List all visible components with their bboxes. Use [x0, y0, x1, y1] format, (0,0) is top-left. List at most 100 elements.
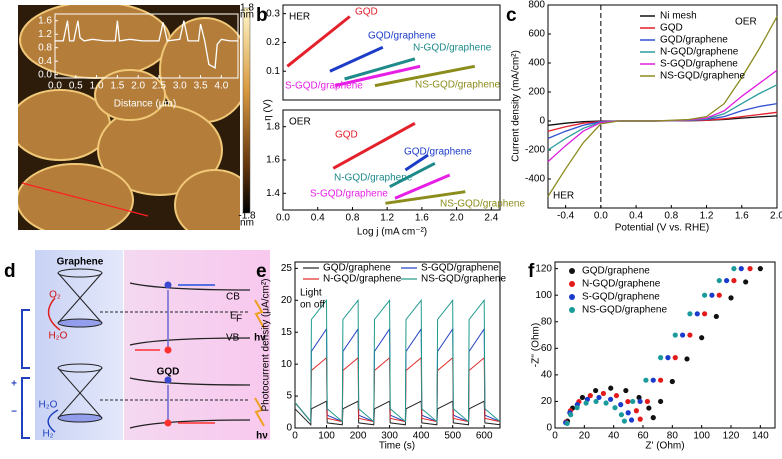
x-tick-label: 0 — [552, 431, 558, 442]
series-label: S-GQD/graphene — [310, 189, 388, 200]
data-point — [574, 405, 580, 411]
legend-label: NS-GQD/graphene — [421, 274, 506, 285]
graphene-region — [35, 250, 123, 440]
x-tick-label: 300 — [381, 431, 398, 442]
diagram-label: − — [11, 407, 17, 418]
data-point — [646, 405, 652, 411]
data-point — [568, 412, 574, 418]
chart-title: HER — [289, 12, 310, 23]
colorbar — [242, 7, 251, 214]
x-tick-label: 0.8 — [664, 211, 678, 222]
plot-frame — [554, 261, 776, 429]
legend-label: NS-GQD/graphene — [660, 71, 745, 82]
data-line — [294, 327, 501, 423]
panel-label: b — [256, 5, 268, 26]
annotation: OER — [735, 17, 757, 28]
legend-label: N-GQD/graphene — [323, 274, 402, 285]
data-point — [625, 398, 631, 405]
y-tick-label: 800 — [528, 0, 545, 11]
y-tick-label: 0.4 — [38, 56, 52, 67]
x-axis-label: Time (s) — [379, 441, 415, 452]
colorbar-unit: nm — [240, 10, 254, 21]
data-point — [612, 405, 618, 411]
plot-frame — [54, 13, 239, 79]
panel-label: c — [506, 5, 517, 26]
data-point — [613, 392, 620, 399]
legend-label: GQD — [660, 23, 683, 34]
data-point — [583, 400, 589, 406]
y-tick-label: 600 — [528, 29, 545, 40]
data-point — [637, 398, 643, 405]
x-tick-label: -0.4 — [557, 211, 575, 222]
data-point — [699, 335, 705, 341]
data-line — [286, 15, 351, 68]
data-line — [294, 356, 501, 423]
y-tick-label: 100 — [535, 290, 552, 301]
y-tick-label: 400 — [528, 58, 545, 69]
x-tick-label: 1.6 — [735, 211, 749, 222]
legend-label: Ni mesh — [660, 11, 697, 22]
data-point — [593, 387, 599, 394]
data-line — [332, 121, 416, 170]
light-bolt — [254, 397, 265, 427]
diagram-label: O₂ — [49, 290, 61, 301]
x-tick-label: 0.5 — [69, 81, 83, 92]
data-point — [623, 387, 629, 394]
data-point — [687, 311, 693, 317]
legend-swatch — [569, 268, 575, 274]
y-tick-label: 60 — [541, 343, 553, 354]
y-axis-label: Current density (mA/cm²) — [511, 50, 522, 162]
y-tick-label: 0.8 — [38, 42, 52, 53]
data-point — [747, 266, 753, 272]
legend-swatch — [569, 281, 575, 287]
y-tick-label: 120 — [535, 263, 552, 274]
y-tick-label: 1.6 — [266, 155, 280, 166]
y-tick-label: 20 — [281, 295, 293, 306]
x-tick-label: 140 — [752, 431, 769, 442]
x-tick-label: 0.0 — [276, 213, 290, 224]
data-point — [618, 412, 625, 418]
x-tick-label: 2.0 — [770, 211, 782, 222]
x-tick-label: 200 — [350, 431, 367, 442]
x-tick-label: 600 — [476, 431, 493, 442]
x-tick-label: 400 — [413, 431, 430, 442]
electrons — [164, 281, 172, 384]
data-point — [621, 418, 627, 424]
y-tick-label: 5 — [286, 391, 292, 402]
series-label: S-GQD/graphene — [285, 81, 363, 92]
y-tick-label: -400 — [525, 174, 545, 185]
diagram-label: F — [236, 314, 242, 325]
legend-label: S-GQD/graphene — [421, 263, 499, 274]
data-point — [625, 410, 631, 416]
legend-label: N-GQD/graphene — [660, 47, 739, 58]
x-tick-label: 120 — [723, 431, 740, 442]
data-line — [294, 400, 501, 426]
diagram-label: H₂ — [42, 429, 53, 440]
x-tick-label: 2.0 — [131, 81, 145, 92]
x-tick-label: 1.2 — [380, 213, 394, 224]
x-tick-label: 4.0 — [214, 81, 228, 92]
diagram-label: VB — [226, 333, 240, 344]
x-tick-label: 2.0 — [450, 213, 464, 224]
y-axis-label: -Z'' (Ohm) — [531, 323, 542, 367]
panel-label: e — [256, 261, 267, 282]
data-line — [394, 173, 451, 200]
holes — [164, 346, 172, 427]
data-point — [658, 355, 664, 361]
y-tick-label: 10 — [281, 359, 293, 370]
data-point — [724, 277, 730, 284]
plot-frame — [294, 261, 501, 429]
data-line — [344, 57, 416, 81]
data-point — [658, 377, 664, 383]
plot-frame — [282, 4, 501, 101]
profile-line — [21, 182, 149, 217]
x-tick-label: 1.2 — [700, 211, 714, 222]
y-tick-label: 1.6 — [38, 15, 52, 26]
x-tick-label: 100 — [693, 431, 710, 442]
legend-label: GQD/graphene — [582, 266, 650, 277]
x-axis-label: Z' (Ohm) — [645, 441, 684, 452]
x-axis-label: Distance (μm) — [114, 99, 176, 110]
data-point — [650, 415, 656, 421]
